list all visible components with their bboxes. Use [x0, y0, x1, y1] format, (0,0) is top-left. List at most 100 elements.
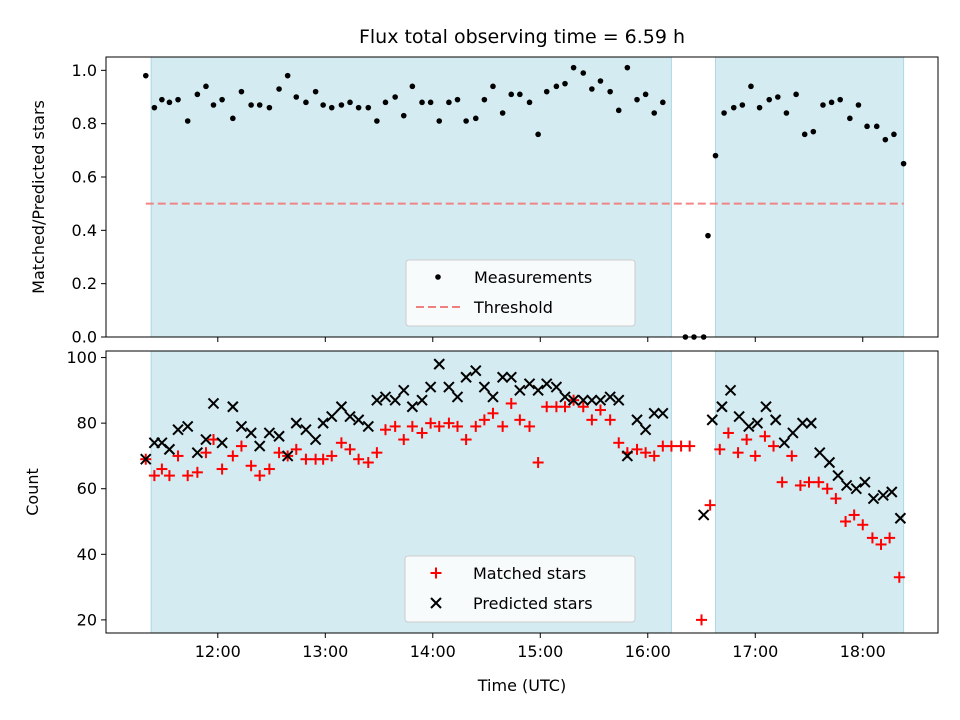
matched-star-point [254, 470, 266, 482]
predicted-star-point [886, 486, 898, 498]
x-stroke-2 [559, 391, 571, 403]
measurement-point [739, 102, 746, 108]
matched-star-point [613, 437, 625, 449]
predicted-star-point [309, 433, 322, 446]
x-tick-label: 14:00 [410, 642, 456, 661]
measurement-point [166, 99, 173, 106]
predicted-star-point [487, 391, 499, 403]
matched-star-point [594, 404, 606, 416]
measurement-point [400, 112, 407, 119]
top-legend-box [405, 259, 636, 327]
x-stroke-2 [470, 364, 482, 377]
matched-star-point [541, 401, 553, 413]
matched-star-point [344, 443, 356, 455]
predicted-star-point [577, 394, 589, 406]
predicted-star-point [877, 489, 889, 501]
x-stroke-2 [424, 381, 437, 393]
measurement-point [748, 83, 754, 90]
top-axes-frame [105, 56, 939, 338]
measurement-point [793, 91, 799, 98]
matched-star-point [273, 447, 285, 459]
predicted-star-point [840, 479, 853, 492]
matched-star-point [813, 476, 825, 488]
x-stroke-2 [245, 427, 257, 439]
x-stroke-2 [716, 401, 728, 413]
x-stroke-2 [760, 401, 772, 413]
predicted-star-point [743, 420, 755, 433]
x-tick-label: 15:00 [517, 642, 563, 661]
matched-star-point [200, 447, 212, 459]
matched-star-point [207, 434, 219, 446]
x-stroke-2 [639, 423, 652, 436]
measurement-point [409, 83, 416, 90]
predicted-star-point [451, 391, 464, 403]
x-stroke-2 [577, 394, 589, 406]
matched-star-point [830, 493, 842, 505]
matched-star-point [759, 430, 771, 442]
predicted-star-point [760, 401, 772, 413]
predicted-star-point [567, 394, 580, 406]
measurement-point [203, 83, 209, 90]
measurement-point [517, 91, 523, 98]
x-stroke-2 [300, 423, 312, 436]
y-tick-label: 100 [66, 348, 97, 367]
matched-star-point [362, 456, 374, 468]
matched-star-point [786, 450, 798, 462]
x-stroke-2 [172, 423, 184, 436]
x-stroke-2 [867, 492, 880, 505]
x-stroke-2 [317, 417, 329, 429]
matched-star-point [665, 440, 677, 452]
matched-star-point [290, 443, 302, 455]
x-stroke-2 [840, 479, 853, 492]
x-stroke-2 [163, 443, 176, 456]
top-y-axis-label: Matched/Predicted stars [29, 100, 48, 294]
predicted-star-point [300, 423, 312, 436]
x-stroke-2 [191, 446, 204, 459]
x-stroke-2 [263, 427, 276, 439]
measurement-point [721, 110, 727, 116]
matched-star-point [586, 414, 598, 426]
matched-star-point [857, 519, 869, 531]
x-stroke-2 [514, 384, 526, 397]
x-stroke-2 [443, 381, 455, 393]
y-tick-label: 80 [77, 414, 97, 433]
x-stroke-2 [823, 456, 836, 469]
legend-predicted-marker [430, 597, 442, 609]
predicted-star-point [648, 407, 660, 420]
predicted-star-point [227, 401, 239, 413]
predicted-star-point [245, 427, 257, 439]
predicted-star-point [181, 420, 194, 433]
matched-star-point [768, 440, 780, 452]
measurement-point [864, 123, 870, 130]
matched-star-point [875, 538, 887, 550]
matched-star-point [732, 447, 744, 459]
measurement-point [151, 104, 158, 111]
predicted-star-point [273, 430, 285, 442]
matched-star-point [604, 414, 616, 426]
x-stroke-2 [416, 394, 428, 406]
x-stroke-2 [460, 371, 472, 383]
predicted-star-point [631, 414, 643, 426]
measurement-point [499, 110, 506, 116]
matched-star-point [353, 453, 365, 465]
x-stroke-2 [894, 512, 907, 524]
bottom-axes-frame [105, 350, 939, 634]
y-tick-label: 0.8 [72, 114, 97, 133]
x-stroke-2 [604, 391, 616, 403]
measurement-point [508, 91, 515, 98]
x-stroke-2 [832, 469, 844, 482]
predicted-star-point [163, 443, 176, 456]
predicted-star-point [235, 420, 248, 433]
predicted-star-point [894, 512, 907, 524]
measurement-point [847, 115, 853, 122]
predicted-star-point [263, 427, 276, 439]
x-tick-label: 17:00 [732, 642, 778, 661]
x-stroke-2 [850, 483, 863, 495]
x-stroke-2 [181, 420, 194, 433]
y-tick-label: 0.6 [72, 168, 97, 187]
matched-star-point [794, 479, 806, 491]
x-stroke-2 [541, 378, 553, 390]
measurement-point [535, 131, 541, 138]
matched-star-point [640, 447, 652, 459]
x-stroke-2 [290, 417, 302, 429]
